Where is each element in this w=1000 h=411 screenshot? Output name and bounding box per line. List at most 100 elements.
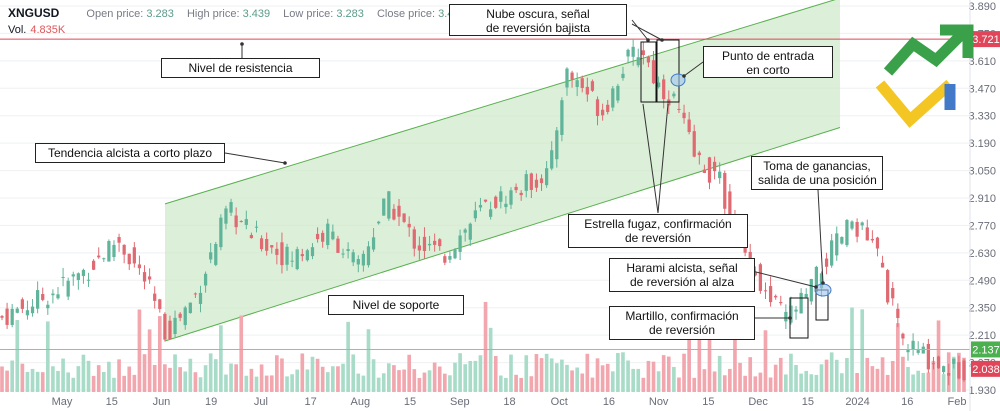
- candle-body: [677, 108, 681, 110]
- volume-bar: [687, 334, 691, 392]
- candle-body: [789, 305, 793, 323]
- volume-bar: [381, 373, 386, 392]
- candle-body: [36, 290, 40, 309]
- candle-body: [371, 237, 376, 250]
- y-tick-label: 2.630: [968, 248, 996, 260]
- pattern-box: [656, 39, 680, 103]
- candle-body: [249, 235, 254, 239]
- candle-body: [346, 249, 350, 252]
- volume-bar: [203, 365, 208, 392]
- open-label: Open price:: [86, 8, 144, 20]
- volume-bar: [422, 372, 427, 392]
- low-label: Low price:: [283, 8, 334, 20]
- volume-bar: [544, 353, 549, 392]
- volume-bar: [906, 366, 910, 392]
- price-tag: [971, 31, 1000, 48]
- candle-body: [209, 252, 213, 260]
- volume-bar: [784, 374, 788, 392]
- candle-body: [692, 131, 696, 157]
- volume-bar: [661, 355, 666, 392]
- candle-body: [463, 229, 467, 233]
- volume-bar: [702, 369, 707, 392]
- volume-bar: [61, 358, 65, 392]
- candle-body: [132, 247, 136, 264]
- candle-body: [565, 68, 569, 88]
- candle-body: [926, 343, 930, 370]
- volume-bar: [96, 365, 101, 392]
- volume-bar: [361, 375, 366, 392]
- volume-bar: [392, 365, 396, 392]
- y-tick-label: 3.190: [968, 138, 996, 150]
- candle-body: [758, 264, 763, 291]
- volume-bar: [549, 358, 554, 392]
- volume-bar: [483, 301, 488, 392]
- volume-bar: [656, 371, 661, 392]
- candle-body: [942, 366, 946, 373]
- volume-bar: [45, 321, 50, 392]
- volume-bar: [488, 327, 493, 392]
- volume-bar: [504, 377, 508, 392]
- volume-bar: [427, 370, 432, 392]
- candle-body: [259, 238, 264, 250]
- volume-bar: [402, 369, 406, 392]
- candle-body: [341, 253, 345, 255]
- volume-bar: [371, 359, 376, 392]
- candle-body: [5, 308, 9, 325]
- candle-body: [239, 221, 243, 223]
- candle-body: [168, 320, 172, 340]
- candle-body: [265, 238, 269, 251]
- candle-body: [321, 232, 325, 242]
- annotation-connector: [224, 152, 286, 164]
- candle-body: [850, 221, 854, 229]
- candle-body: [824, 258, 829, 267]
- volume-bar: [280, 358, 284, 392]
- annotation-connector: [631, 23, 663, 41]
- volume-bar: [672, 366, 676, 392]
- volume-bar: [728, 368, 732, 392]
- entry-point-marker: [670, 73, 686, 87]
- candle-body: [779, 301, 783, 304]
- candle-body: [550, 150, 554, 169]
- volume-bar: [173, 354, 177, 392]
- candle-body: [203, 273, 208, 286]
- candle-body: [896, 308, 900, 318]
- x-tick-label: 15: [702, 396, 714, 408]
- candle-body: [570, 72, 574, 80]
- volume-bar: [366, 329, 371, 392]
- connector-dot: [788, 316, 792, 320]
- candle-body: [153, 293, 157, 301]
- candle-body: [712, 161, 717, 172]
- candle-body: [534, 179, 539, 188]
- volume-bar: [310, 356, 315, 392]
- y-tick-label: 2.350: [968, 303, 996, 315]
- candle-body: [117, 237, 121, 243]
- volume-bar: [778, 357, 783, 392]
- volume-bar: [509, 354, 513, 392]
- close-label: Close price:: [376, 8, 436, 20]
- volume-bar: [168, 367, 172, 392]
- x-tick-label: 16: [901, 396, 913, 408]
- candle-body: [947, 373, 951, 376]
- candle-body: [830, 240, 834, 266]
- candle-body: [402, 213, 406, 222]
- candle-body: [305, 250, 310, 261]
- volume-bar: [580, 373, 585, 392]
- annotation-connector: [683, 61, 704, 77]
- volume-bar: [840, 373, 844, 392]
- candle-body: [61, 276, 65, 278]
- volume-bar: [941, 374, 946, 392]
- x-tick-label: Nov: [649, 396, 669, 408]
- candle-body: [957, 362, 961, 379]
- x-tick-label: 17: [304, 396, 316, 408]
- candle-body: [97, 255, 101, 258]
- volume-bar: [636, 368, 641, 392]
- candle-body: [962, 360, 966, 381]
- volume-bar: [651, 361, 656, 392]
- y-tick-label: 3.890: [968, 1, 996, 13]
- candle-body: [193, 293, 198, 295]
- candle-body: [753, 272, 757, 276]
- candle-body: [611, 88, 615, 108]
- candlesticks: [0, 39, 966, 386]
- volume-bar: [341, 363, 345, 392]
- volume-bar: [244, 375, 249, 392]
